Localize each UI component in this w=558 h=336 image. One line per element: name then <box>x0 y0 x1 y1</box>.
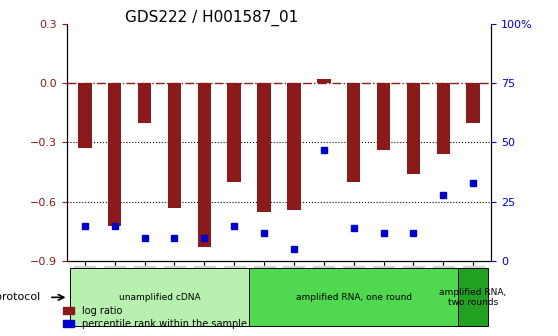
Bar <box>407 83 420 174</box>
Bar <box>228 83 241 182</box>
Bar <box>287 83 301 210</box>
Text: protocol: protocol <box>0 292 40 302</box>
Bar <box>198 83 211 247</box>
Bar <box>377 83 390 150</box>
Bar <box>317 79 330 83</box>
Text: amplified RNA,
two rounds: amplified RNA, two rounds <box>440 288 507 307</box>
Bar <box>466 83 480 123</box>
Bar <box>78 83 92 149</box>
Text: amplified RNA, one round: amplified RNA, one round <box>296 293 412 302</box>
Bar <box>436 83 450 154</box>
Bar <box>108 83 122 226</box>
Bar <box>347 83 360 182</box>
FancyBboxPatch shape <box>249 268 458 326</box>
Legend: log ratio, percentile rank within the sample: log ratio, percentile rank within the sa… <box>61 304 249 331</box>
Bar <box>168 83 181 208</box>
Bar <box>257 83 271 212</box>
FancyBboxPatch shape <box>70 268 249 326</box>
FancyBboxPatch shape <box>458 268 488 326</box>
Text: unamplified cDNA: unamplified cDNA <box>119 293 200 302</box>
Text: GDS222 / H001587_01: GDS222 / H001587_01 <box>126 10 299 26</box>
Bar <box>138 83 151 123</box>
